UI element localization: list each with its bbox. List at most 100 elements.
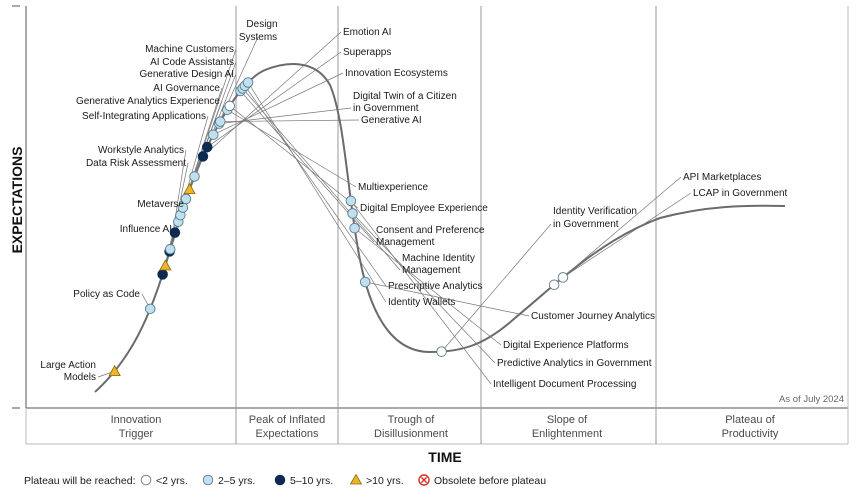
marker-workstyle-analytics	[164, 243, 176, 255]
leader-emotion-ai	[202, 31, 342, 157]
label-policy-as-code: Policy as Code	[73, 289, 140, 300]
marker-digital-experience-platforms	[349, 222, 360, 234]
marker-superapps	[201, 141, 213, 153]
legend-label-5to10: 5–10 yrs.	[290, 475, 333, 487]
leader-prescriptive-analytics	[244, 85, 387, 287]
label-consent-and-preference-management-line-2: Management	[376, 237, 435, 248]
marker-customer-journey-analytics	[359, 276, 371, 288]
phase-label-peak-1: Peak of Inflated	[249, 414, 325, 426]
label-superapps: Superapps	[343, 47, 391, 58]
label-digital-twin-of-a-citizen-in-government-line-2: in Government	[353, 103, 419, 114]
phase-label-innovation-trigger-2: Trigger	[119, 428, 154, 440]
legend-symbol-2to5	[202, 474, 214, 486]
marker-api-marketplaces	[548, 279, 560, 290]
label-lcap-in-government: LCAP in Government	[693, 188, 788, 199]
label-design-systems-line-2: Systems	[239, 32, 277, 43]
marker-intelligent-document-processing	[345, 195, 357, 207]
marker-emotion-ai	[197, 151, 209, 162]
marker-identity-wallets	[242, 77, 254, 88]
phase-label-slope-2: Enlightenment	[532, 428, 602, 440]
legend-label-gt10: >10 yrs.	[366, 475, 404, 487]
phase-label-slope-1: Slope of	[547, 414, 588, 426]
marker-design-systems	[189, 171, 200, 182]
marker-machine-customers	[183, 182, 196, 195]
phase-label-peak-2: Expectations	[256, 428, 319, 440]
label-emotion-ai: Emotion AI	[343, 27, 391, 38]
label-generative-ai: Generative AI	[361, 115, 422, 126]
label-large-action-models-line-2: Models	[64, 372, 96, 383]
label-machine-identity-management-line-1: Machine Identity	[402, 253, 475, 264]
label-digital-employee-experience: Digital Employee Experience	[360, 203, 488, 214]
label-generative-analytics-experience: Generative Analytics Experience	[76, 96, 220, 107]
legend-symbol-gt10	[349, 473, 363, 485]
marker-digital-employee-experience	[224, 100, 235, 112]
y-axis-title: EXPECTATIONS	[9, 147, 25, 254]
marker-metaverse	[159, 259, 172, 271]
marker-lcap-in-government	[557, 272, 569, 283]
leader-innovation-ecosystems	[213, 72, 344, 136]
label-metaverse: Metaverse	[137, 199, 184, 210]
label-identity-wallets: Identity Wallets	[388, 297, 455, 308]
label-intelligent-document-processing: Intelligent Document Processing	[493, 379, 636, 390]
label-predictive-analytics-in-government: Predictive Analytics in Government	[497, 358, 652, 369]
leader-identity-verification-in-government	[441, 223, 552, 352]
x-axis-title: TIME	[428, 449, 461, 465]
leader-machine-customers	[189, 48, 237, 190]
point-markers	[108, 77, 569, 377]
label-identity-verification-in-government-line-2: in Government	[553, 219, 619, 230]
phase-label-trough-1: Trough of	[388, 414, 436, 426]
label-data-risk-assessment: Data Risk Assessment	[86, 158, 186, 169]
as-of-note: As of July 2024	[779, 394, 844, 405]
leader-superapps	[207, 51, 342, 148]
label-ai-governance: AI Governance	[153, 83, 220, 94]
label-design-systems-line-1: Design	[246, 19, 277, 30]
phase-label-plateau-1: Plateau of	[725, 414, 775, 426]
label-innovation-ecosystems: Innovation Ecosystems	[345, 68, 448, 79]
leader-identity-wallets	[247, 82, 387, 303]
legend-label-obsolete: Obsolete before plateau	[434, 475, 546, 487]
marker-influence-ai	[157, 269, 168, 280]
leader-machine-identity-management	[242, 88, 401, 271]
leader-api-marketplaces	[553, 176, 682, 285]
label-customer-journey-analytics: Customer Journey Analytics	[531, 311, 655, 322]
label-identity-verification-in-government-line-1: Identity Verification	[553, 206, 637, 217]
marker-large-action-models	[108, 364, 121, 377]
legend-symbol-lt2	[140, 474, 152, 486]
label-large-action-models-line-1: Large Action	[40, 360, 96, 371]
leader-customer-journey-analytics	[365, 281, 530, 317]
legend-label-lt2: <2 yrs.	[156, 475, 188, 487]
leader-digital-employee-experience	[229, 105, 359, 209]
leader-lcap-in-government	[562, 192, 692, 278]
phase-label-trough-2: Disillusionment	[374, 428, 448, 440]
label-ai-code-assistants: AI Code Assistants	[150, 57, 234, 68]
label-generative-design-ai: Generative Design AI	[140, 69, 235, 80]
marker-policy-as-code	[145, 303, 156, 315]
label-workstyle-analytics: Workstyle Analytics	[98, 145, 184, 156]
legend-symbol-5to10	[274, 474, 286, 486]
leader-multiexperience	[227, 109, 357, 188]
marker-generative-ai	[215, 116, 226, 127]
marker-self-integrating-applications	[169, 227, 181, 238]
legend-title: Plateau will be reached:	[24, 475, 136, 487]
label-prescriptive-analytics: Prescriptive Analytics	[388, 281, 482, 292]
leader-digital-twin-of-a-citizen-in-government	[219, 107, 352, 124]
leader-predictive-analytics-in-government	[352, 213, 496, 364]
label-machine-customers: Machine Customers	[145, 44, 234, 55]
legend-label-2to5: 2–5 yrs.	[218, 475, 255, 487]
marker-predictive-analytics-in-government	[347, 208, 358, 219]
leader-generative-design-ai	[182, 73, 237, 208]
leader-intelligent-document-processing	[350, 200, 492, 385]
label-digital-twin-of-a-citizen-in-government-line-1: Digital Twin of a Citizen	[353, 91, 457, 102]
legend: Plateau will be reached: <2 yrs. 2–5 yrs.…	[24, 473, 546, 487]
marker-ai-code-assistants	[180, 193, 192, 205]
leader-digital-experience-platforms	[354, 227, 502, 346]
legend-symbol-obsolete	[418, 474, 430, 486]
label-multiexperience: Multiexperience	[358, 182, 428, 193]
label-self-integrating-applications: Self-Integrating Applications	[82, 111, 206, 122]
marker-identity-verification-in-government	[436, 346, 447, 357]
label-api-marketplaces: API Marketplaces	[683, 172, 761, 183]
label-machine-identity-management-line-2: Management	[402, 265, 461, 276]
label-influence-ai: Influence AI	[120, 224, 172, 235]
leader-generative-ai	[220, 119, 360, 122]
